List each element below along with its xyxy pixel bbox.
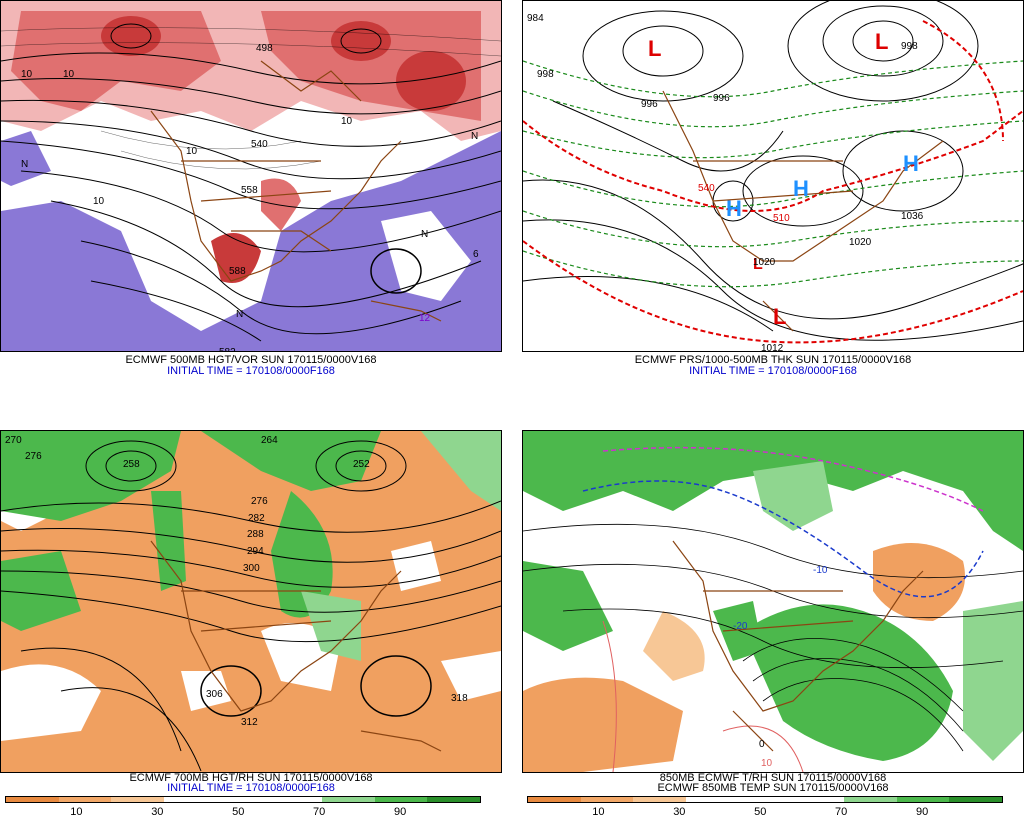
colorbar-swatch bbox=[374, 797, 428, 802]
colorbar-swatch bbox=[896, 797, 950, 802]
rh-colorbar bbox=[527, 796, 1003, 803]
isobar-label: 998 bbox=[537, 69, 554, 80]
rh-colorbar bbox=[5, 796, 481, 803]
contour-label: 294 bbox=[247, 546, 264, 557]
contour-label: 300 bbox=[243, 563, 260, 574]
colorbar-swatch bbox=[528, 797, 581, 802]
map-850mb: -10 -20 0 10 bbox=[522, 430, 1024, 773]
panel-init-time: INITIAL TIME = 170108/0000F168 bbox=[167, 782, 335, 794]
isobar-label: 1020 bbox=[849, 237, 872, 248]
contour-label: 12 bbox=[419, 313, 431, 324]
panel-caption: ECMWF PRS/1000-500MB THK SUN 170115/0000… bbox=[634, 354, 912, 366]
isobar-label: 996 bbox=[641, 99, 658, 110]
isotherm-label: -10 bbox=[813, 565, 828, 576]
colorbar-swatch bbox=[58, 797, 112, 802]
contour-label: 10 bbox=[63, 69, 75, 80]
contour-label: N bbox=[236, 309, 244, 320]
isotherm-label: 10 bbox=[761, 758, 773, 769]
colorbar-ticks: 10 30 50 70 90 bbox=[527, 806, 1003, 818]
contour-label: 6 bbox=[473, 249, 479, 260]
colorbar-swatch bbox=[6, 797, 59, 802]
low-pressure-marker: L bbox=[875, 29, 889, 54]
colorbar-tick: 10 bbox=[592, 806, 605, 818]
low-pressure-marker: L bbox=[648, 36, 662, 61]
contour-label: 558 bbox=[241, 185, 258, 196]
colorbar-swatch bbox=[216, 797, 270, 802]
colorbar-tick: 70 bbox=[313, 806, 326, 818]
colorbar-tick: 50 bbox=[232, 806, 245, 818]
contour-label: 282 bbox=[248, 513, 265, 524]
colorbar-swatch bbox=[686, 797, 739, 802]
isobar-label: 1012 bbox=[761, 343, 784, 352]
colorbar-tick: 10 bbox=[70, 806, 83, 818]
colorbar-swatch bbox=[791, 797, 845, 802]
contour-label: 582 bbox=[219, 347, 236, 351]
panel-caption: ECMWF 500MB HGT/VOR SUN 170115/0000V168 bbox=[125, 354, 377, 366]
contour-label: 10 bbox=[341, 116, 353, 127]
contour-label: 270 bbox=[5, 435, 22, 446]
isobar-label: 998 bbox=[901, 41, 918, 52]
colorbar-swatch bbox=[633, 797, 687, 802]
isotherm-label: 0 bbox=[759, 739, 765, 750]
contour-label: 252 bbox=[353, 459, 370, 470]
high-pressure-marker: H bbox=[726, 196, 742, 221]
panel-mslp-thickness: H H H L L L L 996 996 1012 1020 1036 102… bbox=[522, 0, 1024, 402]
map-mslp: H H H L L L L 996 996 1012 1020 1036 102… bbox=[522, 0, 1024, 352]
isobar-label: 996 bbox=[713, 93, 730, 104]
low-pressure-marker: L bbox=[773, 304, 787, 329]
colorbar-tick: 70 bbox=[835, 806, 848, 818]
colorbar-swatch bbox=[164, 797, 217, 802]
panel-init-time: INITIAL TIME = 170108/0000F168 bbox=[689, 365, 857, 377]
contour-label: N bbox=[421, 229, 429, 240]
contour-label: 258 bbox=[123, 459, 140, 470]
colorbar-swatch bbox=[949, 797, 1003, 802]
colorbar-tick: 50 bbox=[754, 806, 767, 818]
panel-500mb-vort: 10 10 10 10 N N N N 558 540 498 582 588 … bbox=[0, 0, 502, 402]
panel-caption-2: ECMWF 850MB TEMP SUN 170115/0000V168 bbox=[657, 782, 889, 794]
colorbar-swatch bbox=[580, 797, 634, 802]
thickness-label: 540 bbox=[698, 183, 715, 194]
isobar-label: 1020 bbox=[753, 257, 776, 268]
contour-label: 276 bbox=[251, 496, 268, 507]
panel-caption: 850MB ECMWF T/RH SUN 170115/0000V168 bbox=[659, 772, 887, 784]
contour-label: 10 bbox=[186, 146, 198, 157]
isobar-label: 1036 bbox=[901, 211, 924, 222]
contour-label: N bbox=[21, 159, 29, 170]
panel-caption: ECMWF 700MB HGT/RH SUN 170115/0000V168 bbox=[129, 772, 373, 784]
thickness-label: 510 bbox=[773, 213, 790, 224]
high-pressure-marker: H bbox=[793, 176, 809, 201]
contour-label: 306 bbox=[206, 689, 223, 700]
low-pressure-marker: L bbox=[753, 256, 763, 273]
colorbar-ticks: 10 30 50 70 90 bbox=[5, 806, 481, 818]
contour-label: 498 bbox=[256, 43, 273, 54]
colorbar-swatch bbox=[738, 797, 792, 802]
colorbar-swatch bbox=[844, 797, 897, 802]
map-700mb: 270 276 264 276 282 288 294 300 306 312 … bbox=[0, 430, 502, 773]
panel-init-time: INITIAL TIME = 170108/0000F168 bbox=[167, 365, 335, 377]
contour-label: 318 bbox=[451, 693, 468, 704]
contour-label: 276 bbox=[25, 451, 42, 462]
contour-label: 540 bbox=[251, 139, 268, 150]
colorbar-swatch bbox=[322, 797, 375, 802]
contour-label: N bbox=[471, 131, 479, 142]
contour-label: 588 bbox=[229, 266, 246, 277]
isobar-label: 984 bbox=[527, 13, 544, 24]
colorbar-tick: 30 bbox=[673, 806, 686, 818]
panel-700mb-rh: 270 276 264 276 282 288 294 300 306 312 … bbox=[0, 430, 502, 819]
contour-label: 10 bbox=[21, 69, 33, 80]
colorbar-tick: 90 bbox=[915, 806, 929, 818]
isotherm-label: -20 bbox=[733, 621, 748, 632]
colorbar-swatch bbox=[427, 797, 481, 802]
colorbar-tick: 90 bbox=[393, 806, 407, 818]
contour-label: 264 bbox=[261, 435, 278, 446]
map-500mb: 10 10 10 10 N N N N 558 540 498 582 588 … bbox=[0, 0, 502, 352]
colorbar-swatch bbox=[111, 797, 165, 802]
colorbar-swatch bbox=[269, 797, 323, 802]
contour-label: 10 bbox=[93, 196, 105, 207]
colorbar-tick: 30 bbox=[151, 806, 164, 818]
contour-label: 312 bbox=[241, 717, 258, 728]
high-pressure-marker: H bbox=[903, 151, 919, 176]
contour-label: 288 bbox=[247, 529, 264, 540]
panel-850mb-temp-rh: -10 -20 0 10 850MB ECMWF T/RH SUN 170115… bbox=[522, 430, 1024, 819]
